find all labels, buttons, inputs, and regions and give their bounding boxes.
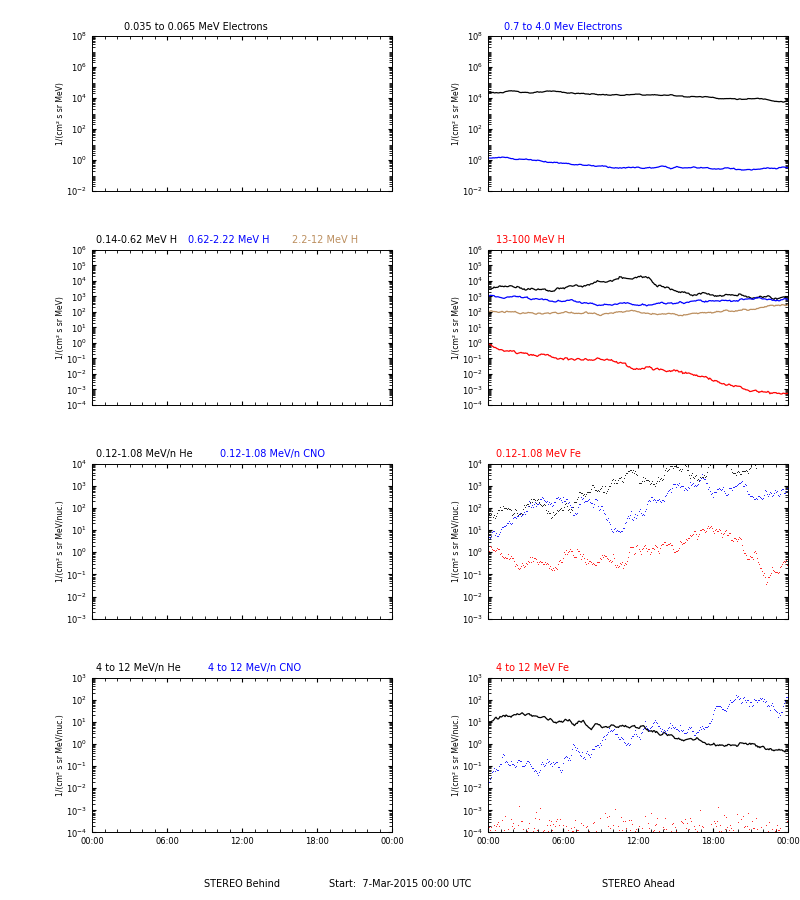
- Text: 13-100 MeV H: 13-100 MeV H: [496, 235, 565, 246]
- Y-axis label: 1/(cm² s sr MeV/nuc.): 1/(cm² s sr MeV/nuc.): [452, 500, 461, 582]
- Y-axis label: 1/(cm² s sr MeV): 1/(cm² s sr MeV): [56, 296, 65, 359]
- Text: 0.12-1.08 MeV/n He: 0.12-1.08 MeV/n He: [96, 449, 193, 459]
- Text: 2.2-12 MeV H: 2.2-12 MeV H: [292, 235, 358, 246]
- Text: 0.62-2.22 MeV H: 0.62-2.22 MeV H: [188, 235, 270, 246]
- Y-axis label: 1/(cm² s sr MeV/nuc.): 1/(cm² s sr MeV/nuc.): [56, 714, 65, 796]
- Text: STEREO Ahead: STEREO Ahead: [602, 879, 674, 889]
- Y-axis label: 1/(cm² s sr MeV/nuc.): 1/(cm² s sr MeV/nuc.): [56, 500, 65, 582]
- Text: 4 to 12 MeV/n CNO: 4 to 12 MeV/n CNO: [208, 663, 301, 673]
- Text: Start:  7-Mar-2015 00:00 UTC: Start: 7-Mar-2015 00:00 UTC: [329, 879, 471, 889]
- Text: 4 to 12 MeV Fe: 4 to 12 MeV Fe: [496, 663, 569, 673]
- Text: STEREO Behind: STEREO Behind: [204, 879, 280, 889]
- Text: 0.14-0.62 MeV H: 0.14-0.62 MeV H: [96, 235, 177, 246]
- Y-axis label: 1/(cm² s sr MeV): 1/(cm² s sr MeV): [452, 296, 461, 359]
- Text: 0.035 to 0.065 MeV Electrons: 0.035 to 0.065 MeV Electrons: [124, 22, 268, 32]
- Text: 4 to 12 MeV/n He: 4 to 12 MeV/n He: [96, 663, 181, 673]
- Text: 0.12-1.08 MeV Fe: 0.12-1.08 MeV Fe: [496, 449, 581, 459]
- Y-axis label: 1/(cm² s sr MeV): 1/(cm² s sr MeV): [56, 82, 65, 145]
- Text: 0.7 to 4.0 Mev Electrons: 0.7 to 4.0 Mev Electrons: [504, 22, 622, 32]
- Y-axis label: 1/(cm² s sr MeV/nuc.): 1/(cm² s sr MeV/nuc.): [452, 714, 461, 796]
- Y-axis label: 1/(cm² s sr MeV): 1/(cm² s sr MeV): [452, 82, 461, 145]
- Text: 0.12-1.08 MeV/n CNO: 0.12-1.08 MeV/n CNO: [220, 449, 325, 459]
